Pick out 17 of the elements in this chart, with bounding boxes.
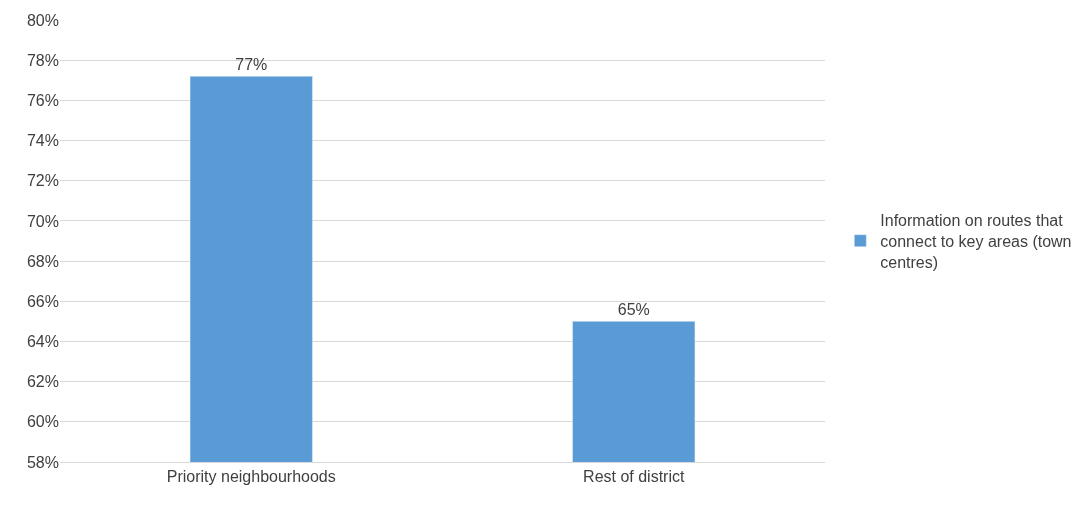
y-tick-label: 62% — [26, 373, 59, 391]
y-tick-label: 58% — [26, 453, 59, 471]
y-tick-label: 72% — [26, 172, 59, 190]
data-label: 77% — [235, 56, 268, 74]
y-tick-label: 66% — [26, 292, 59, 310]
y-tick-label: 80% — [26, 11, 59, 29]
y-tick-label: 68% — [26, 252, 59, 270]
x-tick-label: Rest of district — [583, 468, 685, 486]
data-label: 65% — [617, 301, 650, 319]
y-tick-label: 70% — [26, 212, 59, 230]
x-tick-label: Priority neighbourhoods — [166, 468, 336, 486]
y-tick-label: 64% — [26, 333, 59, 351]
y-tick-label: 74% — [26, 132, 59, 150]
y-tick-label: 76% — [26, 91, 59, 109]
y-tick-label: 78% — [26, 51, 59, 69]
legend-label: Information on routes that connect to key areas (town centres) — [880, 212, 1072, 271]
y-tick-label: 60% — [26, 413, 59, 431]
